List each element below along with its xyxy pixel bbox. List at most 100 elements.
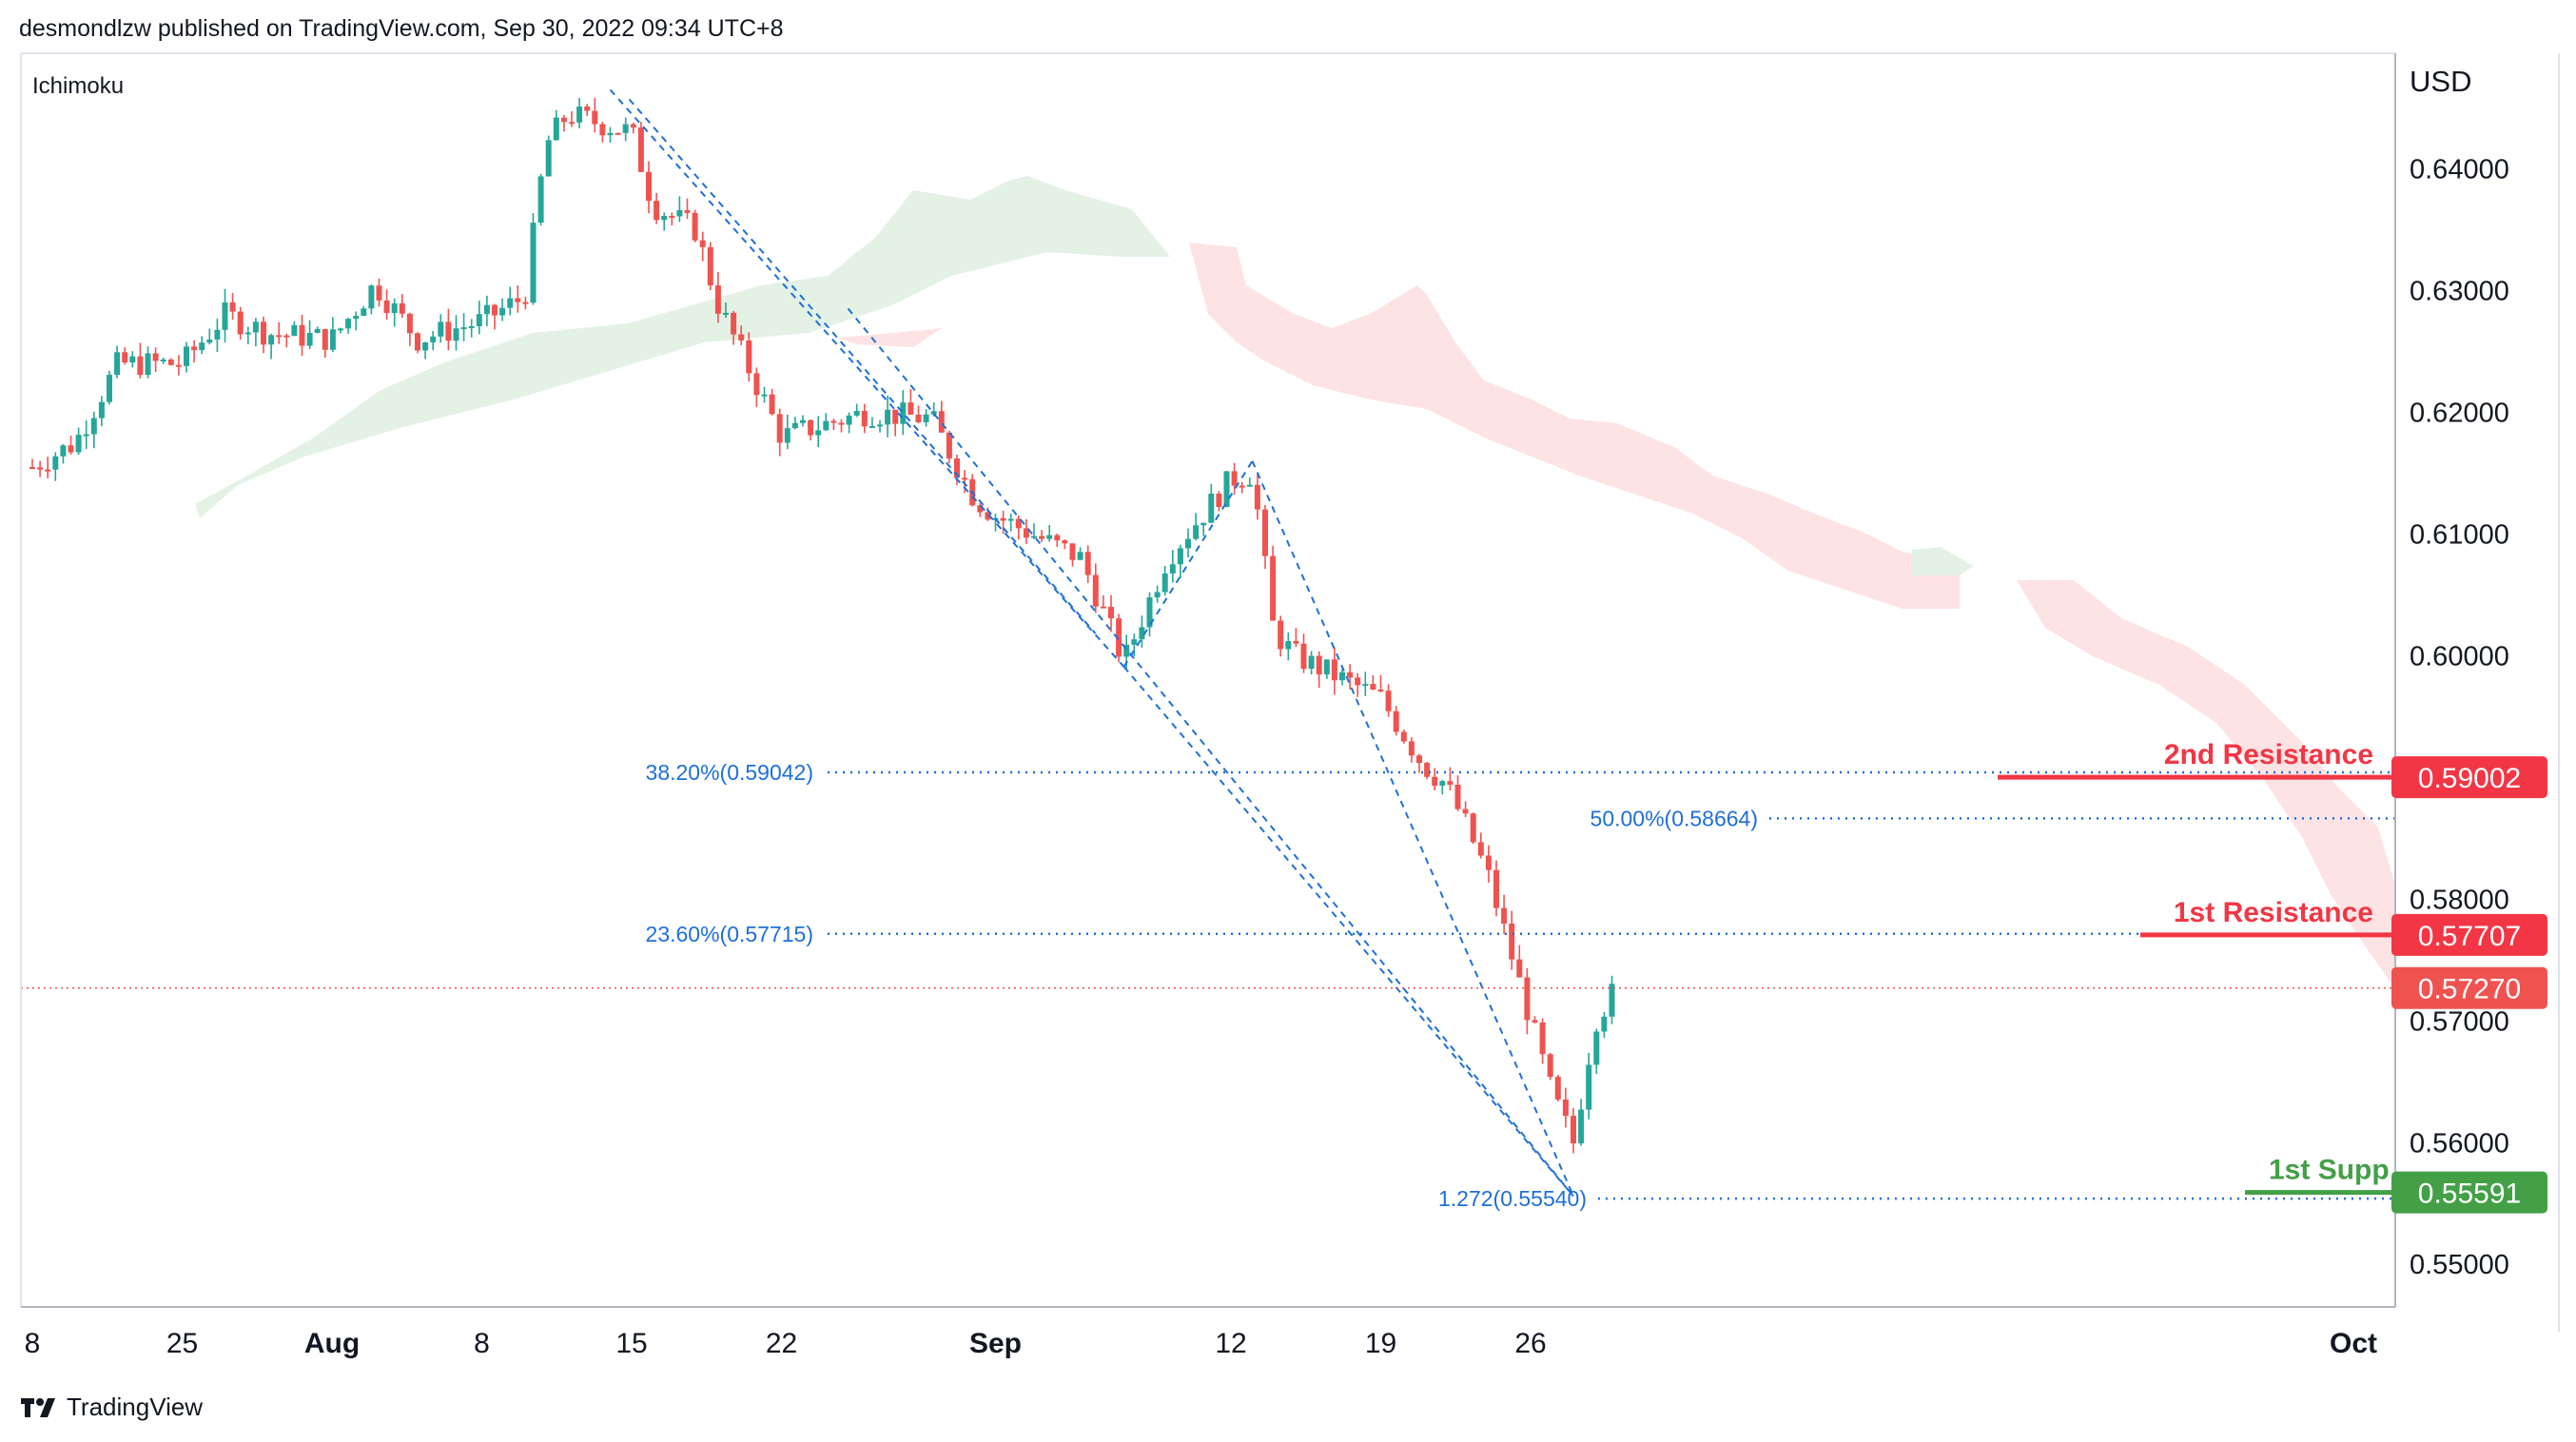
ichimoku-cloud [195,176,2395,989]
candle-body [283,335,290,338]
cloud-bearish-late [2017,580,2395,989]
candle-body [1000,517,1006,521]
candle-body [1470,813,1476,843]
candle-body [1439,781,1446,786]
level-name: 1st Resistance [2174,897,2373,928]
candle-body [1571,1116,1576,1144]
candle-body [214,329,221,340]
candle-body [1270,555,1277,621]
level-name: 2nd Resistance [2164,739,2373,770]
candle-body [1493,869,1499,908]
candle-body [483,304,490,315]
candle-body [977,505,984,513]
candle-body [415,333,420,351]
candle-body [1408,741,1415,756]
candle-body [946,432,952,458]
candle-body [345,319,352,329]
candle-body [1323,659,1330,674]
candle-body [1416,755,1422,764]
candle-body [808,419,814,436]
candle-body [261,322,266,345]
candle-body [1331,659,1337,681]
candle-body [1223,471,1230,507]
current-price-tag-label: 0.57270 [2418,974,2521,1005]
candle-body [753,373,760,396]
candle-body [1316,655,1322,674]
x-tick-label: 8 [25,1328,41,1359]
candle-body [1015,518,1022,529]
candle-body [569,122,575,125]
candle-body [29,467,35,470]
candle-body [530,223,537,303]
candle-body [791,422,798,429]
candle-body [191,346,198,351]
candle-body [1532,1020,1538,1023]
candle-body [985,512,991,520]
candle-body [453,328,459,341]
candle-body [738,334,745,341]
candle-body [714,285,721,314]
candle-body [1586,1064,1592,1110]
candle-body [499,307,506,316]
candle-body [237,311,244,335]
candle-body [1308,655,1315,670]
x-tick-label: 22 [766,1328,797,1359]
candle-body [68,445,74,453]
candle-body [1501,907,1508,924]
x-tick-label: 15 [615,1328,647,1359]
currency-label: USD [2410,65,2471,98]
candle-body [492,304,498,316]
candle-body [222,302,228,330]
candle-body [868,425,875,428]
support-1-tag-label: 0.55591 [2418,1179,2521,1210]
candle-body [669,215,675,218]
candle-body [915,414,922,422]
candle-body [229,302,236,312]
candle-body [1485,855,1492,870]
candle-body [1609,984,1615,1017]
candle-body [1377,689,1384,692]
candle-body [1293,640,1299,644]
trend-line-leg2 [1122,460,1254,668]
candle-body [1146,597,1153,628]
candle-body [723,312,729,315]
candle-body [353,316,360,320]
y-tick-label: 0.58000 [2410,885,2509,915]
candle-body [545,140,552,177]
resistance-2-tag-label: 0.59002 [2418,763,2521,794]
candle-body [98,401,105,419]
candle-body [1339,672,1345,681]
candle-body [383,300,390,314]
candle-body [1539,1023,1546,1055]
candle-body [322,328,328,350]
candle-body [1100,606,1106,609]
candle-body [1554,1077,1561,1100]
candle-body [576,107,583,123]
candle-body [83,434,89,437]
candle-body [60,445,67,457]
x-tick-label: Oct [2330,1328,2377,1359]
candle-body [1007,518,1014,521]
trend-line-leg1 [609,88,1125,668]
candle-body [90,418,97,435]
candle-body [368,285,375,309]
candle-body [938,411,945,433]
x-tick-label: 19 [1365,1328,1396,1359]
candle-body [1116,618,1122,657]
candle-body [244,332,251,335]
candle-body [676,209,683,217]
candle-body [1200,522,1207,526]
current-price-tag [2391,966,2547,1009]
fib-level-label: 50.00%(0.58664) [1590,806,1758,830]
candle-body [560,117,567,123]
candle-body [160,359,166,361]
candle-body [206,339,213,343]
candle-body [1131,639,1138,645]
candle-body [553,117,559,141]
candle-body [784,428,790,443]
resistance-1-tag-label: 0.57707 [2418,921,2521,952]
candle-body [268,335,275,345]
x-tick-label: 25 [166,1328,198,1359]
candle-body [1077,552,1083,560]
candle-body [338,328,343,331]
